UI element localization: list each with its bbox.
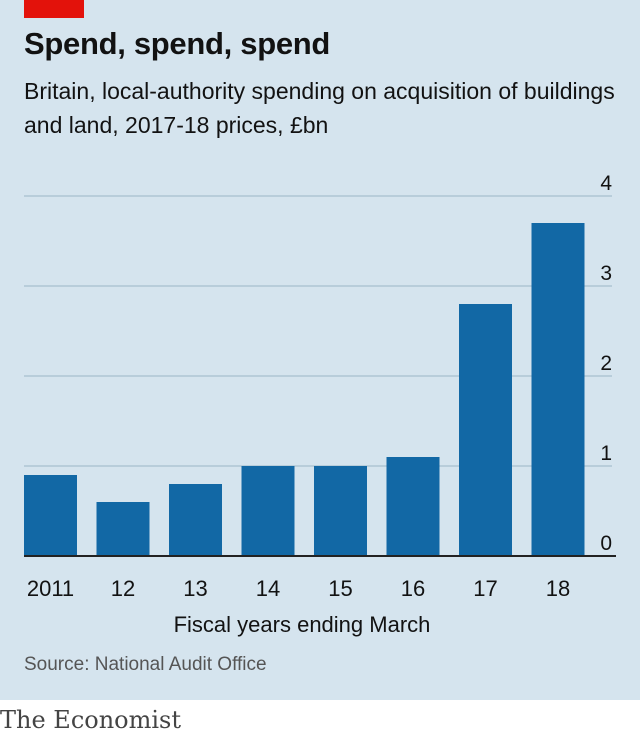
y-tick-label-0: 0 — [600, 532, 612, 555]
bar-12 — [96, 502, 150, 556]
x-tick-label-17: 17 — [473, 576, 497, 601]
x-axis-label: Fiscal years ending March — [173, 612, 431, 637]
y-tick-label-4: 4 — [600, 172, 612, 195]
bar-16 — [386, 457, 440, 556]
chart-title: Spend, spend, spend — [24, 26, 331, 61]
bar-15 — [314, 466, 367, 556]
gridlines — [24, 195, 612, 467]
bar-14 — [241, 466, 295, 556]
bar-17 — [459, 304, 512, 556]
x-tick-label-15: 15 — [328, 576, 352, 601]
x-tick-label-2011: 2011 — [27, 576, 74, 601]
bars — [24, 223, 585, 556]
y-tick-label-2: 2 — [600, 352, 612, 375]
x-tick-label-12: 12 — [111, 576, 135, 601]
x-tick-label-16: 16 — [401, 576, 425, 601]
chart-subtitle: Britain, local-authority spending on acq… — [24, 78, 615, 138]
bar-2011 — [24, 475, 77, 556]
publisher-brand: The Economist — [0, 706, 182, 734]
y-tick-label-3: 3 — [600, 262, 612, 285]
bar-18 — [531, 223, 585, 556]
y-tick-labels: 0 1 2 3 4 — [600, 172, 612, 555]
x-tick-label-14: 14 — [256, 576, 280, 601]
x-tick-labels: 2011 12 13 14 15 16 17 18 — [27, 576, 570, 601]
x-tick-label-13: 13 — [183, 576, 207, 601]
brand-red-tag — [24, 0, 84, 18]
source-note: Source: National Audit Office — [24, 654, 267, 675]
y-tick-label-1: 1 — [600, 442, 612, 465]
x-tick-label-18: 18 — [546, 576, 570, 601]
bar-13 — [169, 484, 222, 556]
